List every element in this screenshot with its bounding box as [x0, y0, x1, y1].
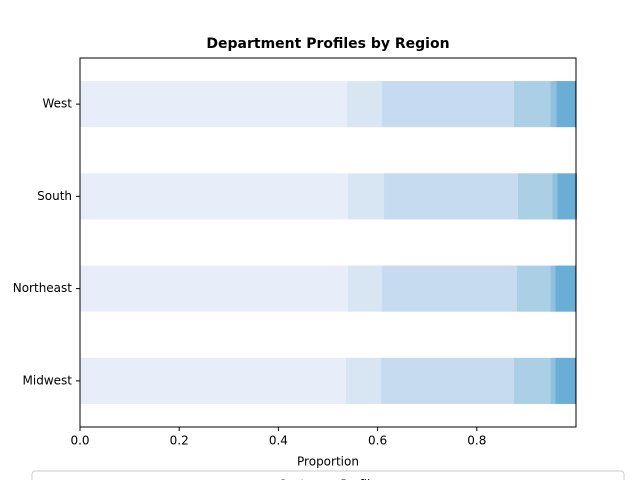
bar-segment — [80, 357, 346, 404]
bar-segment — [347, 173, 385, 220]
y-tick-label: West — [42, 97, 72, 111]
y-tick-label: Northeast — [13, 281, 73, 295]
bar-segment — [80, 265, 348, 312]
bar-segment — [345, 357, 382, 404]
bar-segment — [550, 265, 556, 312]
bar-segment — [550, 357, 556, 404]
bar-segment — [516, 265, 551, 312]
bar-segment — [556, 81, 576, 128]
bar-segment — [346, 81, 383, 128]
bar-segment — [517, 173, 553, 220]
bar-segment — [80, 81, 347, 128]
bar-segment — [555, 265, 576, 312]
bar-segment — [550, 81, 557, 128]
bar-segment — [382, 265, 517, 312]
x-tick-label: 0.8 — [467, 434, 486, 448]
bar-segment — [381, 357, 514, 404]
bar-segment — [514, 357, 551, 404]
x-tick-label: 0.4 — [269, 434, 288, 448]
legend-title: Customer Profile — [278, 478, 377, 480]
x-axis-label: Proportion — [297, 455, 359, 469]
bar-segment — [382, 81, 514, 128]
bar-segment — [347, 265, 383, 312]
x-tick-label: 0.6 — [368, 434, 387, 448]
chart-title: Department Profiles by Region — [206, 36, 449, 52]
bar-segment — [384, 173, 518, 220]
y-tick-label: Midwest — [23, 373, 73, 387]
x-tick-label: 0.2 — [170, 434, 189, 448]
bar-segment — [80, 173, 348, 220]
bar-segment — [514, 81, 551, 128]
x-tick-label: 0.0 — [70, 434, 89, 448]
bar-segment — [552, 173, 558, 220]
axes-frame — [79, 57, 577, 428]
y-tick-label: South — [37, 189, 72, 203]
bar-segment — [557, 173, 577, 220]
bar-segment — [555, 357, 576, 404]
legend-box — [31, 470, 625, 480]
